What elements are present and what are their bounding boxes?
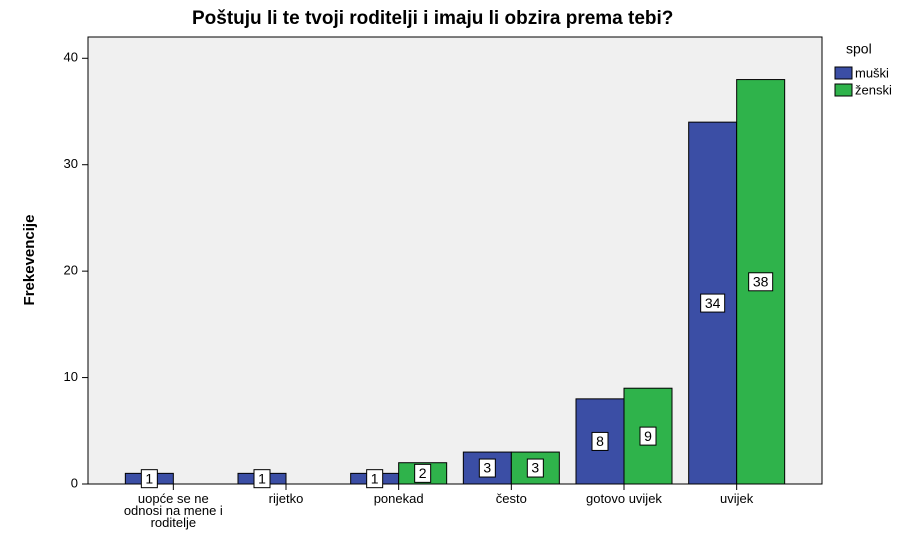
chart-title: Poštuju li te tvoji roditelji i imaju li…: [192, 8, 673, 29]
value-label: 8: [596, 433, 604, 449]
x-tick-label: gotovo uvijek: [586, 491, 662, 506]
x-tick-label: uvijek: [720, 491, 754, 506]
value-label: 1: [258, 470, 266, 486]
x-tick-label: rijetko: [268, 491, 304, 506]
x-tick-label: uopće se ne odnosi na mene i roditelje: [123, 491, 223, 530]
value-label-box: [748, 272, 774, 292]
value-label: 1: [145, 470, 153, 486]
legend-label: muški: [855, 65, 889, 80]
value-label: 3: [483, 460, 491, 476]
value-label-box: [526, 458, 544, 478]
value-label: 38: [753, 273, 769, 289]
value-label-box: [253, 469, 271, 489]
x-tick-label: ponekad: [373, 491, 424, 506]
value-label-box: [700, 293, 726, 313]
legend-title: spol: [846, 41, 872, 57]
value-label-box: [591, 431, 609, 451]
y-tick-label: 20: [64, 263, 78, 278]
value-label-box: [478, 458, 496, 478]
legend-label: ženski: [855, 82, 892, 97]
value-label-box: [366, 469, 384, 489]
value-label: 34: [705, 295, 721, 311]
value-label: 9: [644, 428, 652, 444]
legend-swatch: [834, 83, 853, 97]
value-label: 3: [531, 460, 539, 476]
value-label: 2: [419, 465, 427, 481]
y-tick-label: 0: [71, 475, 78, 490]
y-axis-label: Frekevencije: [21, 215, 38, 306]
y-tick-label: 10: [64, 369, 78, 384]
value-label: 1: [371, 470, 379, 486]
value-label-box: [639, 426, 657, 446]
y-tick-label: 40: [64, 50, 78, 65]
x-tick-label: često: [495, 491, 527, 506]
legend-swatch: [834, 66, 853, 80]
value-label-box: [414, 463, 432, 483]
bar: [623, 387, 673, 485]
value-label-box: [140, 469, 158, 489]
y-tick-label: 30: [64, 156, 78, 171]
